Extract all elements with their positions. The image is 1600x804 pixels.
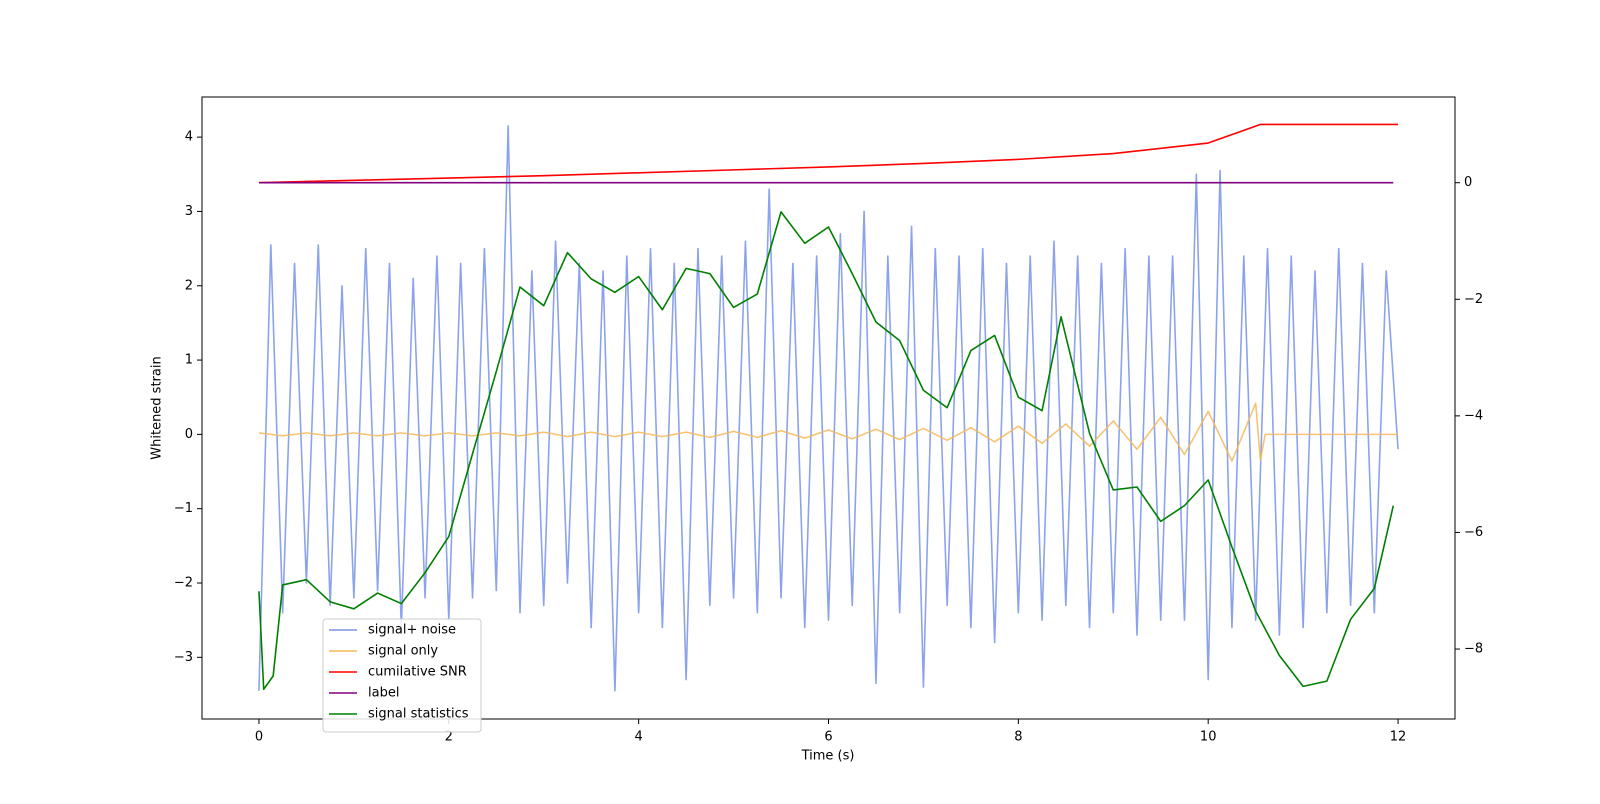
y-tick-label: 0 [185,427,193,442]
legend-label: signal+ noise [368,623,456,638]
x-axis-label: Time (s) [801,749,855,764]
x-tick-label: 0 [255,730,263,745]
x-tick-label: 10 [1200,730,1217,745]
y-tick-label: 1 [185,353,193,368]
y2-tick-label: 0 [1464,175,1472,190]
x-tick-label: 8 [1014,730,1022,745]
legend-label: label [368,686,399,701]
y-axis-label: Whitened strain [150,356,165,459]
legend-label: cumilative SNR [368,665,467,680]
y-tick-label: −1 [174,501,193,516]
series-line [258,211,1395,691]
x-tick-label: 2 [445,730,453,745]
legend-label: signal statistics [368,707,469,722]
series-line [258,123,1399,184]
y2-tick-label: −4 [1464,408,1483,423]
x-tick-label: 6 [824,730,832,745]
y-tick-label: 2 [185,278,193,293]
x-tick-label: 4 [635,730,643,745]
y-tick-label: 3 [185,204,193,219]
legend-label: signal only [368,644,438,659]
y2-tick-label: −8 [1464,642,1483,657]
x-tick-label: 12 [1390,730,1407,745]
legend-box [322,618,482,733]
y2-tick-label: −2 [1464,292,1483,307]
series-line [258,125,1399,692]
legend: signal+ noise signal only cumilative SNR la… [322,618,482,733]
y-tick-label: −2 [174,576,193,591]
y-tick-label: −3 [174,650,193,665]
y-tick-label: 4 [185,130,193,145]
series-line [258,402,1399,462]
y2-tick-label: −6 [1464,525,1483,540]
plot-frame [201,96,1456,720]
